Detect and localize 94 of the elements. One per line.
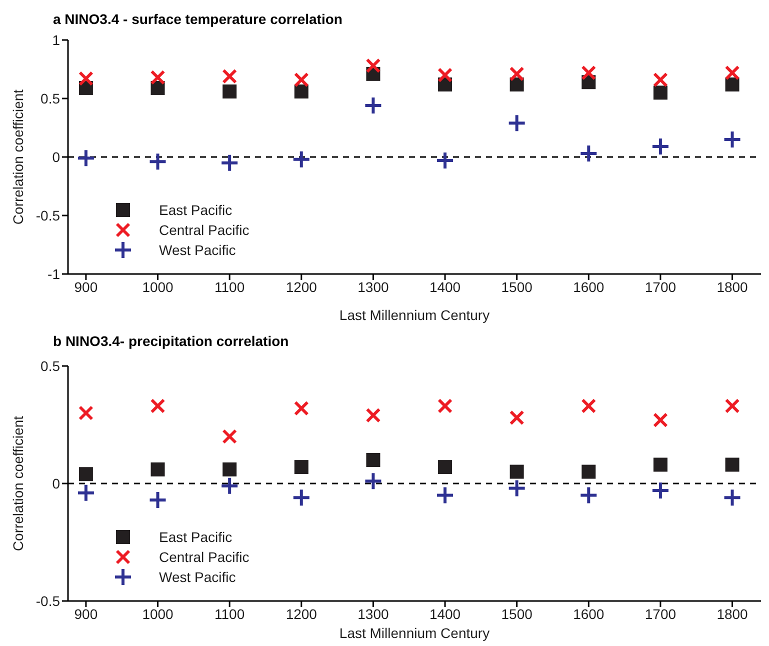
point — [366, 58, 381, 74]
point — [509, 410, 524, 426]
legend-label: West Pacific — [159, 569, 236, 585]
point — [294, 460, 308, 474]
point — [78, 467, 93, 482]
x-tick-label: 900 — [74, 606, 98, 622]
y-tick-label: 1 — [52, 32, 60, 48]
point — [364, 96, 383, 116]
point — [438, 460, 452, 474]
x-tick-label: 1000 — [142, 278, 174, 295]
point — [436, 486, 455, 505]
y-tick-label: 0 — [52, 475, 60, 492]
point — [220, 476, 240, 496]
point — [507, 478, 526, 498]
x-axis-title: Last Millennium Century — [339, 625, 490, 641]
point — [653, 86, 668, 100]
point — [148, 490, 168, 510]
point — [582, 464, 596, 479]
point — [652, 72, 668, 88]
y-tick-label: 0.5 — [40, 358, 60, 374]
point — [579, 486, 598, 505]
legend-label: Central Pacific — [159, 222, 250, 238]
point — [366, 408, 381, 423]
x-axis-title: Last Millennium Century — [339, 307, 490, 323]
legend-label: East Pacific — [159, 202, 232, 218]
point — [220, 153, 240, 172]
point — [436, 151, 455, 170]
x-tick-label: 1700 — [644, 278, 676, 295]
x-tick-label: 1600 — [573, 606, 604, 622]
point — [722, 130, 742, 149]
x-tick-label: 1200 — [286, 606, 318, 622]
point — [650, 481, 670, 500]
point — [78, 71, 94, 86]
point — [507, 114, 526, 133]
legend-label: East Pacific — [159, 529, 232, 545]
x-tick-label: 1300 — [358, 278, 389, 295]
point — [366, 453, 380, 467]
point — [222, 429, 238, 444]
y-tick-label: 0.5 — [40, 90, 60, 106]
x-tick-label: 1200 — [286, 278, 318, 295]
x-tick-label: 1500 — [501, 278, 533, 295]
point — [148, 152, 168, 172]
point — [78, 406, 94, 420]
x-tick-label: 1800 — [716, 278, 748, 295]
point — [438, 68, 453, 83]
point — [292, 488, 311, 508]
point — [150, 398, 166, 414]
y-axis-title: Correlation coefficient — [10, 89, 26, 225]
y-tick-label: -0.5 — [36, 207, 60, 224]
x-tick-label: 1500 — [501, 606, 533, 622]
point — [292, 150, 311, 169]
point — [722, 488, 742, 508]
point — [653, 458, 668, 472]
point — [294, 400, 309, 416]
point — [650, 136, 670, 156]
y-axis-title: Correlation coefficient — [10, 416, 26, 552]
y-tick-label: -1 — [48, 266, 60, 282]
point — [579, 144, 598, 163]
point — [652, 412, 668, 428]
point — [222, 84, 237, 98]
point — [222, 462, 237, 476]
point — [581, 65, 596, 80]
x-tick-label: 1100 — [214, 606, 245, 622]
y-tick-label: 0 — [52, 148, 60, 165]
point — [725, 458, 740, 472]
point — [76, 148, 96, 168]
point — [150, 70, 166, 85]
point — [438, 398, 453, 414]
point — [150, 462, 165, 476]
x-tick-label: 1800 — [716, 606, 748, 622]
point — [509, 66, 524, 82]
point — [364, 472, 383, 491]
x-tick-label: 1600 — [573, 278, 604, 295]
point — [294, 72, 309, 88]
point — [725, 77, 740, 92]
x-tick-label: 1700 — [644, 606, 676, 622]
x-tick-label: 1300 — [358, 606, 389, 622]
point — [222, 68, 238, 84]
point — [76, 483, 96, 502]
legend-label: Central Pacific — [159, 549, 250, 565]
point — [294, 84, 308, 98]
point — [581, 398, 596, 414]
x-tick-label: 1400 — [429, 278, 461, 295]
x-tick-label: 900 — [74, 278, 98, 295]
point — [510, 464, 524, 479]
y-tick-label: -0.5 — [36, 592, 60, 609]
legend-label: West Pacific — [159, 242, 236, 258]
x-tick-label: 1100 — [214, 278, 245, 295]
point — [724, 398, 740, 414]
chart-title: b NINO3.4- precipitation correlation — [53, 332, 290, 351]
x-tick-label: 1000 — [142, 606, 174, 622]
x-tick-label: 1400 — [429, 606, 461, 622]
chart-title: a NINO3.4 - surface temperature correlation — [53, 10, 344, 29]
point — [724, 65, 740, 80]
